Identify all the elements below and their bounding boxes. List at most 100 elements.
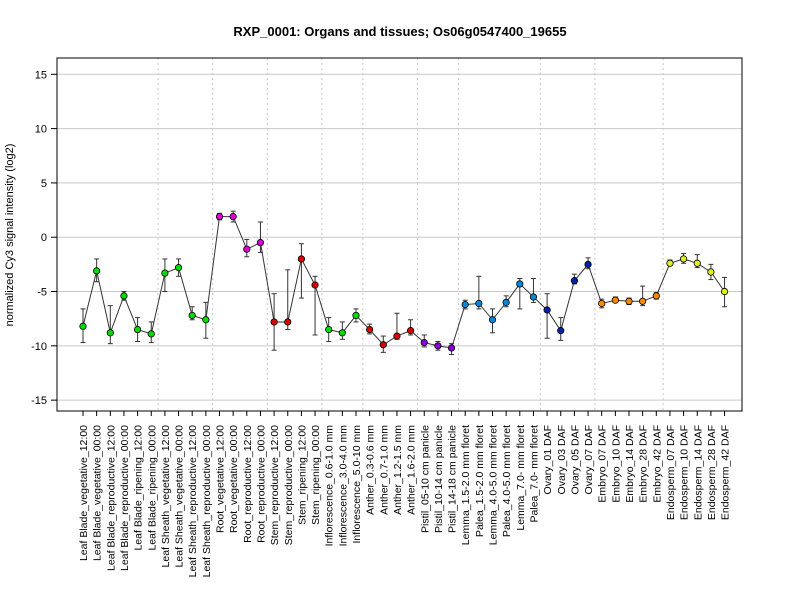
x-tick-label: Leaf Sheath_vegetative_00:00 [174, 425, 186, 568]
plot-frame [56, 57, 743, 412]
x-tick-label: Leaf Sheath_reproductive_00:00 [201, 425, 213, 578]
group-separators [157, 58, 664, 411]
x-tick-label: Ovary_01 DAF [542, 425, 554, 494]
data-point [120, 292, 128, 300]
x-tick-label: Lemma_7.0- mm floret [515, 425, 527, 531]
x-tick-label: Root_vegetative_12:00 [215, 425, 227, 533]
data-point [147, 330, 155, 338]
data-point [502, 298, 510, 306]
data-point [461, 300, 469, 309]
x-tick-label: Leaf Sheath_reproductive_12:00 [187, 425, 199, 578]
data-point [134, 325, 142, 334]
data-point [243, 245, 251, 253]
x-tick-label: Pistil_10-14 cm panicle [433, 425, 445, 533]
data-point [475, 299, 483, 308]
data-point [652, 292, 660, 300]
data-point [679, 255, 688, 263]
data-point [106, 329, 114, 337]
x-tick-label: Inflorescence_0.6-1.0 mm [324, 425, 336, 547]
data-point [284, 318, 292, 326]
y-axis: -15 -10 -5 0 5 10 15 [31, 69, 57, 407]
data-point [161, 269, 169, 277]
data-point [229, 212, 237, 221]
data-point [639, 297, 647, 305]
x-tick-label: Endosperm_10 DAF [679, 425, 691, 520]
data-point [584, 260, 592, 268]
x-tick-label: Root_reproductive_12:00 [242, 425, 254, 543]
x-tick-label: Stem_ripening_00:00 [310, 425, 322, 525]
x-tick-label: Endosperm_28 DAF [706, 425, 718, 520]
data-point [93, 267, 101, 275]
data-points [79, 212, 729, 352]
data-point [543, 306, 551, 314]
x-tick-label: Lemma_4.0-5.0 mm floret [488, 425, 500, 545]
y-tick-label: 5 [41, 178, 47, 190]
x-tick-label: Embryo_10 DAF [610, 425, 622, 503]
x-tick-label: Leaf Blade_vegetative_12:00 [78, 425, 90, 561]
data-point [202, 316, 210, 324]
y-axis-label: normalized Cy3 signal intensity (log2) [4, 144, 16, 327]
data-point [488, 316, 497, 324]
x-tick-label: Anther_1.2-1.5 mm [392, 425, 404, 515]
x-tick-label: Ovary_05 DAF [569, 425, 581, 494]
data-point [188, 311, 196, 320]
x-tick-label: Leaf Blade_vegetative_00:00 [92, 425, 104, 561]
y-tick-label: 0 [41, 232, 47, 244]
x-tick-label: Pistil_05-10 cm panicle [419, 425, 431, 533]
x-tick-label: Ovary_07 DAF [583, 425, 595, 494]
y-tick-label: 10 [35, 124, 47, 136]
x-tick-label: Root_reproductive_00:00 [255, 425, 267, 543]
series-line [82, 216, 725, 349]
data-point [693, 259, 701, 267]
x-tick-label: Leaf Blade_ripening_12:00 [133, 425, 145, 551]
data-point [529, 293, 538, 301]
data-point [447, 344, 456, 352]
x-tick-label: Stem_reproductive_12:00 [269, 425, 281, 545]
x-tick-label: Embryo_07 DAF [597, 425, 609, 503]
x-tick-label: Pistil_14-18 cm panicle [447, 425, 459, 533]
x-tick-label: Embryo_42 DAF [651, 425, 663, 503]
data-point [707, 268, 715, 276]
x-tick-label: Leaf Blade_reproductive_12:00 [105, 425, 117, 571]
x-tick-label: Embryo_28 DAF [638, 425, 650, 503]
x-tick-label: Stem_ripening_12:00 [296, 425, 308, 525]
x-tick-label: Endosperm_14 DAF [692, 425, 704, 520]
y-tick-label: -10 [31, 341, 47, 353]
data-point [434, 342, 442, 350]
data-point [215, 212, 224, 221]
data-point [625, 297, 633, 305]
data-point [79, 322, 87, 330]
y-tick-label: -5 [37, 287, 47, 299]
data-point [720, 287, 729, 296]
data-point [297, 255, 305, 263]
x-tick-label: Anther_1.6-2.0 mm [406, 425, 418, 515]
x-tick-label: Leaf Blade_ripening_00:00 [146, 425, 158, 551]
data-point [270, 318, 278, 326]
series-layer [82, 216, 725, 349]
y-tick-label: -15 [31, 395, 47, 407]
data-point [516, 280, 524, 288]
x-tick-label: Leaf Blade_reproductive_00:00 [119, 425, 131, 571]
x-tick-label: Lemma_1.5-2.0 mm floret [460, 425, 472, 545]
x-tick-label: Ovary_03 DAF [556, 425, 568, 494]
data-point [338, 329, 346, 337]
data-point [570, 277, 579, 285]
grid-layer [57, 73, 742, 401]
x-tick-label: Palea_1.5-2.0 mm floret [474, 425, 486, 537]
data-point [598, 299, 606, 308]
x-tick-label: Endosperm_42 DAF [720, 425, 732, 520]
x-tick-label: Endosperm_07 DAF [665, 425, 677, 520]
x-tick-label: Leaf Sheath_vegetative_12:00 [160, 425, 172, 568]
data-point [611, 296, 619, 304]
data-point [256, 239, 265, 247]
x-tick-label: Inflorescence_3.0-4.0 mm [337, 425, 349, 547]
x-tick-label: Anther_0.7-1.0 mm [378, 425, 390, 515]
x-tick-label: Palea_4.0-5.0 mm floret [501, 425, 513, 537]
x-tick-label: Embryo_14 DAF [624, 425, 636, 503]
x-tick-label: Root_vegetative_00:00 [228, 425, 240, 533]
data-point [406, 327, 415, 335]
x-tick-label: Inflorescence_5.0-10 mm [351, 425, 363, 544]
y-tick-label: 15 [35, 69, 47, 81]
